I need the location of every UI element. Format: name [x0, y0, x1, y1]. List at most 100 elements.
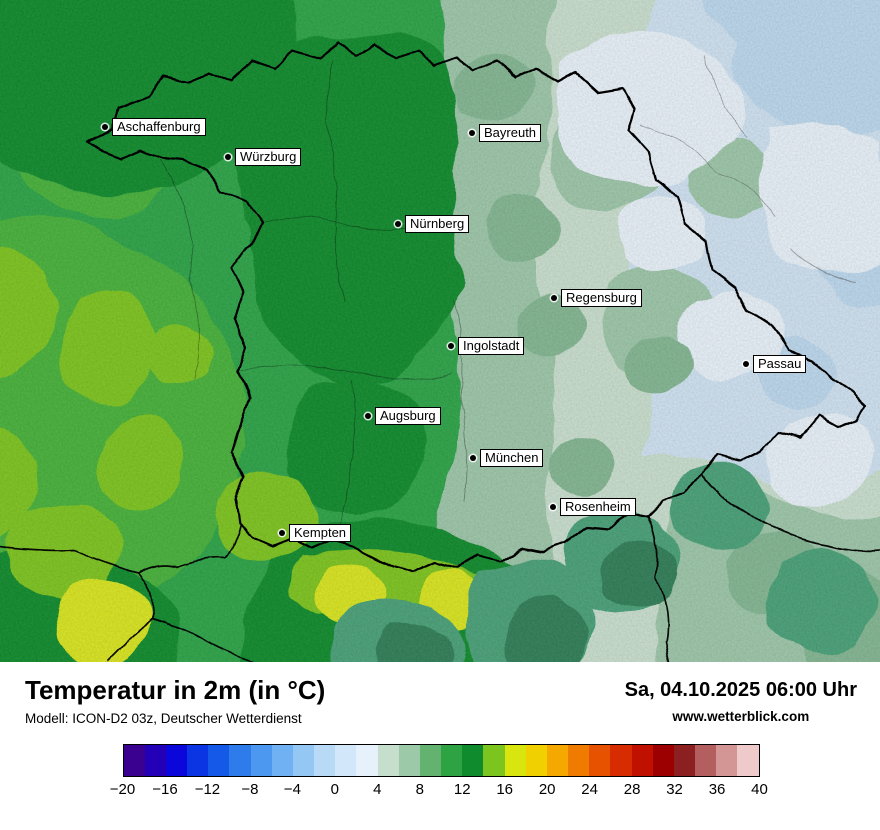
legend-color-segment — [568, 745, 590, 776]
city-label: Bayreuth — [479, 124, 542, 142]
noise-overlay-light — [0, 0, 880, 662]
legend-tick-label: −16 — [152, 781, 178, 798]
district-border-line — [159, 159, 200, 381]
legend-color-segment — [335, 745, 357, 776]
legend-color-segment — [504, 745, 526, 776]
city-marker: München — [470, 449, 544, 467]
legend-color-segment — [165, 745, 188, 776]
city-label: Aschaffenburg — [112, 118, 206, 136]
city-marker: Rosenheim — [550, 498, 636, 516]
foreign-district-line — [639, 124, 776, 216]
city-marker: Regensburg — [551, 289, 642, 307]
foreign-district-line — [789, 249, 856, 283]
legend-tick-label: 0 — [330, 781, 339, 798]
city-dot-icon — [470, 455, 476, 461]
legend-color-segment — [377, 745, 399, 776]
legend-tick-label: −12 — [194, 781, 221, 798]
legend-colorbar — [122, 744, 760, 777]
legend-tick-label: 32 — [666, 781, 683, 798]
legend-tick-label: −20 — [109, 781, 136, 798]
city-label: Nürnberg — [405, 215, 470, 233]
legend-tick-label: 40 — [751, 781, 768, 798]
city-dot-icon — [448, 343, 454, 349]
legend-color-segment — [229, 745, 251, 776]
legend-color-segment — [716, 745, 738, 776]
legend-color-segment — [292, 745, 315, 776]
legend-color-segment — [144, 745, 166, 776]
city-dot-icon — [551, 295, 557, 301]
forecast-datetime: Sa, 04.10.2025 06:00 Uhr — [624, 679, 857, 701]
map-footer: Temperatur in 2m (in °C) Modell: ICON-D2… — [0, 662, 880, 830]
legend-color-segment — [631, 745, 653, 776]
legend-color-segment — [610, 745, 632, 776]
city-label: Regensburg — [561, 289, 642, 307]
temperature-map: Aschaffenburg Würzburg Bayreuth Nürnberg Reg… — [0, 0, 880, 662]
city-dot-icon — [743, 361, 749, 367]
legend-tick-label: 24 — [581, 781, 598, 798]
website-url: www.wetterblick.com — [672, 709, 810, 724]
city-marker: Nürnberg — [395, 215, 470, 233]
state-border-line — [86, 40, 868, 574]
legend-color-segment — [271, 745, 293, 776]
model-info: Modell: ICON-D2 03z, Deutscher Wetterdie… — [25, 711, 302, 726]
city-dot-icon — [225, 154, 231, 160]
legend-color-segment — [546, 745, 569, 776]
district-border-line — [237, 365, 453, 379]
legend-color-segment — [419, 745, 442, 776]
city-dot-icon — [279, 530, 285, 536]
city-marker: Kempten — [279, 524, 352, 542]
city-marker: Passau — [743, 355, 807, 373]
country-border-line — [149, 617, 259, 662]
temperature-legend: −20 −16 −12 −8 −4 0 4 8 12 16 20 24 28 32 36 40 — [110, 744, 768, 803]
legend-color-segment — [589, 745, 611, 776]
legend-tick-label: 20 — [538, 781, 556, 798]
legend-color-segment — [314, 745, 336, 776]
city-marker: Aschaffenburg — [102, 118, 206, 136]
legend-color-segment — [187, 745, 209, 776]
city-marker: Ingolstadt — [448, 337, 525, 355]
legend-color-segment — [652, 745, 674, 776]
temperature-field-svg — [0, 0, 880, 662]
legend-tick-label: −4 — [283, 781, 301, 798]
legend-color-segment — [695, 745, 717, 776]
district-border-line — [326, 59, 346, 301]
city-marker: Bayreuth — [469, 124, 542, 142]
legend-tick-label: 8 — [415, 781, 424, 798]
city-dot-icon — [365, 413, 371, 419]
city-dot-icon — [469, 130, 475, 136]
page-title: Temperatur in 2m (in °C) — [25, 675, 326, 705]
legend-tick-label: 4 — [373, 781, 382, 798]
legend-tick-label: 36 — [708, 781, 726, 798]
city-label: Augsburg — [375, 407, 441, 425]
country-border-line — [647, 515, 671, 662]
city-marker: Augsburg — [365, 407, 441, 425]
city-marker: Würzburg — [225, 148, 302, 166]
city-label: Würzburg — [235, 148, 302, 166]
legend-color-segment — [525, 745, 547, 776]
legend-color-segment — [250, 745, 272, 776]
legend-color-segment — [398, 745, 420, 776]
legend-color-segment — [737, 745, 759, 776]
city-dot-icon — [102, 124, 108, 130]
country-border-line — [699, 473, 880, 552]
city-dot-icon — [550, 504, 556, 510]
legend-tick-label: 16 — [496, 781, 514, 798]
city-dot-icon — [395, 221, 401, 227]
legend-color-segment — [673, 745, 696, 776]
legend-color-segment — [441, 745, 463, 776]
legend-color-segment — [123, 745, 145, 776]
foreign-district-line — [704, 54, 749, 139]
legend-tick-label: 28 — [623, 781, 641, 798]
city-label: Ingolstadt — [458, 337, 525, 355]
city-label: Passau — [753, 355, 807, 373]
district-border-line — [451, 299, 469, 501]
legend-color-segment — [483, 745, 505, 776]
city-label: Rosenheim — [560, 498, 636, 516]
legend-color-segment — [462, 745, 484, 776]
city-label: München — [480, 449, 544, 467]
legend-tick-label: −8 — [241, 781, 259, 798]
legend-tick-label: 12 — [453, 781, 471, 798]
legend-tick-labels: −20 −16 −12 −8 −4 0 4 8 12 16 20 24 28 32 36 40 — [110, 781, 768, 803]
legend-color-segment — [356, 745, 378, 776]
